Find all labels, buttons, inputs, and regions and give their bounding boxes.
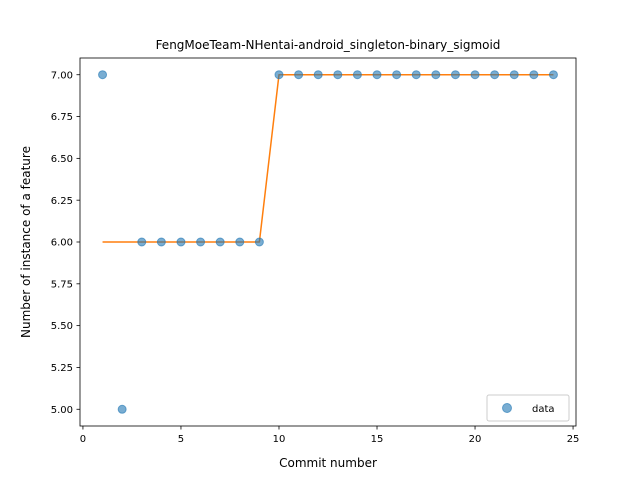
y-tick-label: 6.75 [51,112,73,123]
data-point [392,70,402,80]
legend-marker-data [502,403,512,413]
x-tick-label: 20 [469,434,482,445]
data-point [352,70,362,80]
data-point [254,237,264,247]
y-tick-label: 5.25 [51,363,73,374]
data-point [411,70,421,80]
y-tick-label: 7.00 [51,70,73,81]
x-tick-label: 0 [80,434,86,445]
y-tick-label: 5.00 [51,405,73,416]
data-point [490,70,500,80]
x-axis-label: Commit number [279,456,377,470]
data-point [117,404,127,414]
axes-frame [79,57,577,427]
chart-title: FengMoeTeam-NHentai-android_singleton-bi… [156,38,501,52]
data-point [431,70,441,80]
legend-box [486,394,570,422]
x-tick-label: 25 [567,434,580,445]
data-point [98,70,108,80]
data-point [196,237,206,247]
y-tick-label: 5.50 [51,321,73,332]
data-point [137,237,147,247]
y-tick-label: 6.25 [51,196,73,207]
data-point [156,237,166,247]
x-tick-label: 15 [371,434,384,445]
data-point [235,237,245,247]
data-point [470,70,480,80]
y-axis-label: Number of instance of a feature [19,146,33,338]
data-point [529,70,539,80]
plot-area: 0 5 10 15 20 25 5.00 5.25 5.50 5.75 6.00 6.25 6.50 6.… [51,57,580,445]
data-point [333,70,343,80]
x-tick-label: 5 [178,434,184,445]
y-tick-label: 6.00 [51,238,73,249]
data-point [176,237,186,247]
legend: data [486,394,570,422]
data-point [215,237,225,247]
x-tick-label: 10 [273,434,286,445]
y-tick-label: 6.50 [51,154,73,165]
legend-label-data: data [532,404,555,415]
data-point [372,70,382,80]
data-point [509,70,519,80]
data-point [548,70,558,80]
data-point [313,70,323,80]
data-point [450,70,460,80]
data-point [274,70,284,80]
data-point [294,70,304,80]
y-tick-label: 5.75 [51,279,73,290]
